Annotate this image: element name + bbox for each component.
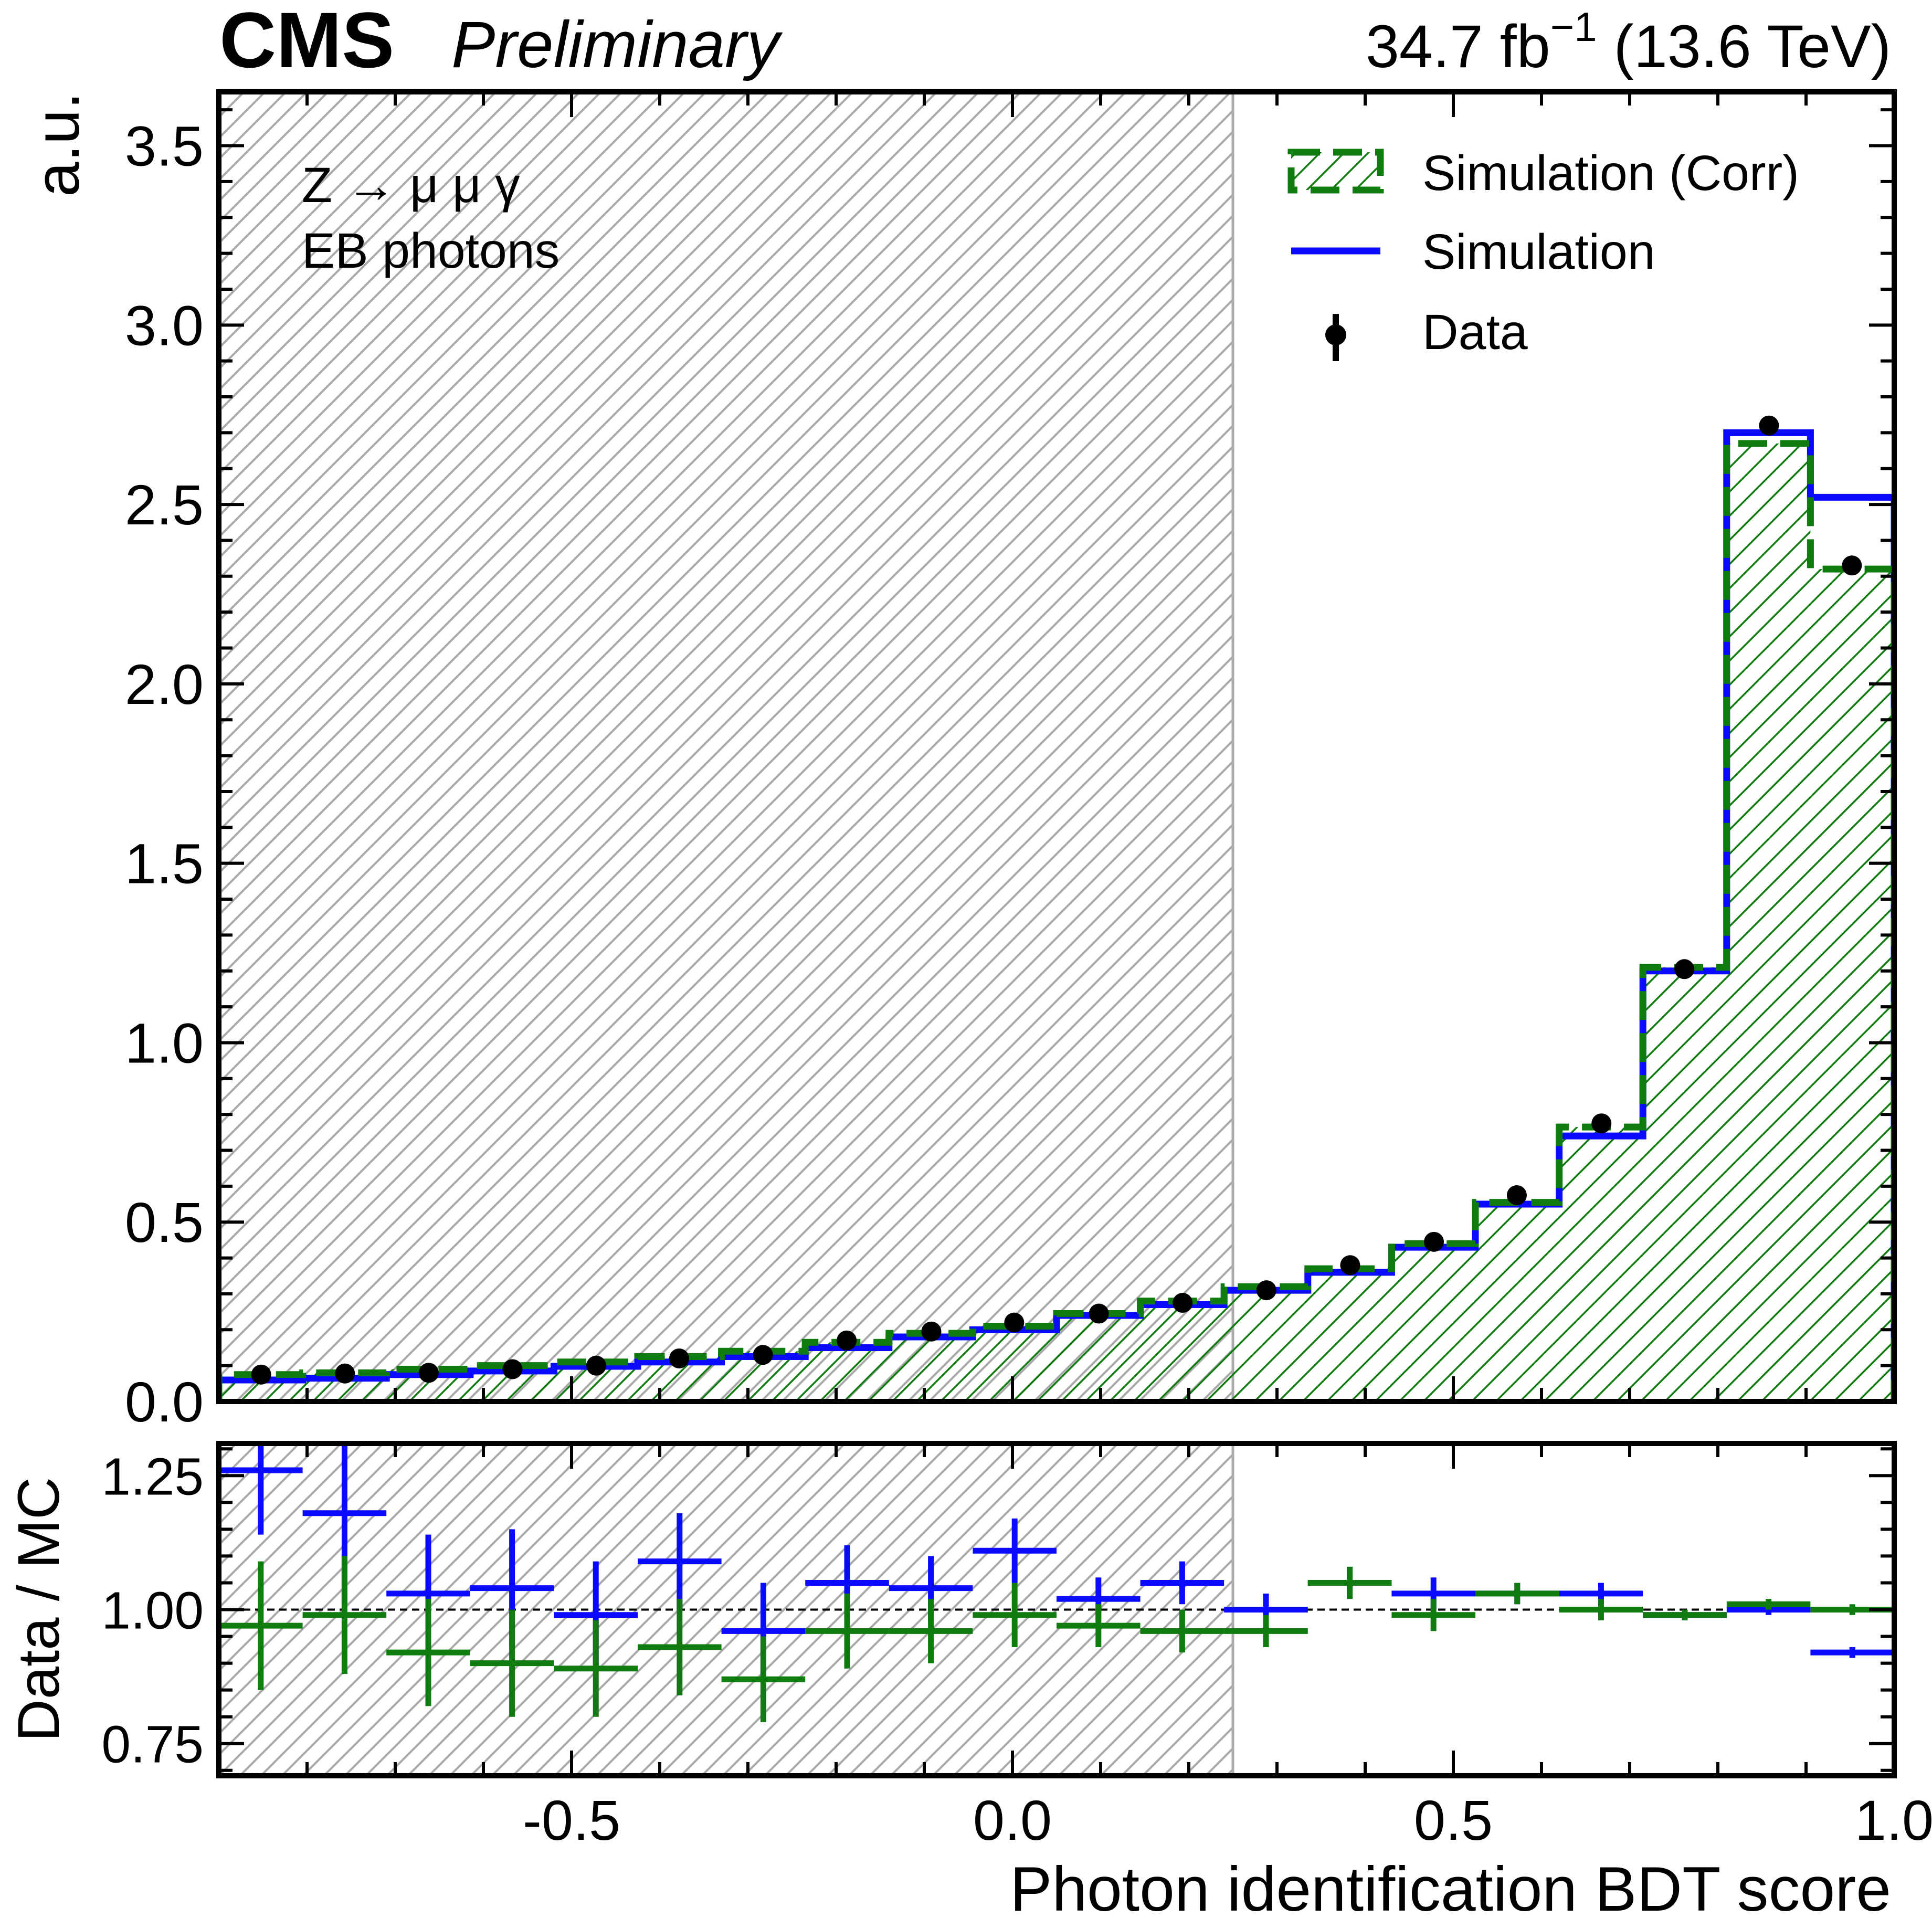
data-point — [921, 1321, 942, 1342]
ratio-xtick-label: -0.5 — [523, 1788, 620, 1852]
ratio-panel: 0.75 1.00 1.25 -0.5 0.0 0.5 1.0 Data / MC Pho… — [6, 1441, 1932, 1918]
simulation-step-line — [219, 429, 1894, 1401]
data-point — [586, 1355, 607, 1376]
data-point — [837, 1330, 857, 1351]
header: CMS Preliminary 34.7 fb−1 (13.6 TeV) — [219, 0, 1891, 84]
legend: Simulation (Corr) Simulation Data — [1287, 145, 1799, 361]
legend-swatch-simulation-corr — [1287, 149, 1384, 194]
experiment-label: CMS — [219, 0, 394, 84]
status-label: Preliminary — [451, 8, 783, 81]
legend-label-data: Data — [1422, 304, 1528, 360]
main-ytick-label: 2.0 — [125, 652, 204, 716]
data-point — [335, 1363, 355, 1384]
legend-entry-simulation: Simulation — [1291, 224, 1655, 280]
data-point — [1173, 1293, 1193, 1313]
data-point — [1674, 959, 1695, 979]
main-ytick-label: 3.5 — [125, 114, 204, 178]
ratio-ytick-label: 1.25 — [101, 1447, 204, 1506]
data-point — [1256, 1280, 1276, 1301]
data-point — [1089, 1303, 1109, 1324]
data-point — [1340, 1255, 1360, 1276]
legend-entry-data: Data — [1325, 304, 1528, 361]
main-ytick-label: 0.5 — [125, 1190, 204, 1254]
process-annotation: Z → μ μ γ — [302, 157, 520, 213]
main-ytick-label: 1.5 — [125, 832, 204, 895]
main-ytick-label: 3.0 — [125, 293, 204, 357]
data-point — [669, 1348, 689, 1368]
main-ylabel: a.u. — [22, 92, 92, 197]
main-ytick-label: 2.5 — [125, 473, 204, 536]
main-shaded-region — [219, 92, 1233, 1401]
main-frame — [216, 89, 1897, 1404]
data-point — [753, 1345, 773, 1365]
ratio-xtick-label: 0.5 — [1414, 1788, 1493, 1852]
data-point — [502, 1359, 523, 1379]
data-point — [1004, 1312, 1025, 1333]
ratio-ytick-label: 0.75 — [101, 1715, 204, 1774]
ratio-frame — [216, 1441, 1897, 1778]
data-point — [251, 1364, 271, 1385]
x-axis-label: Photon identification BDT score — [1010, 1854, 1891, 1918]
lumi-exponent: −1 — [1550, 4, 1597, 50]
legend-label-simulation-corr: Simulation (Corr) — [1422, 145, 1799, 201]
ratio-ylabel: Data / MC — [6, 1477, 71, 1742]
region-annotation: EB photons — [302, 223, 559, 279]
data-point — [1506, 1185, 1527, 1205]
legend-swatch-data-marker — [1325, 324, 1346, 345]
ratio-xtick-label: 1.0 — [1855, 1788, 1932, 1852]
legend-entry-simulation-corr: Simulation (Corr) — [1287, 145, 1799, 201]
main-ytick-label: 0.0 — [125, 1370, 204, 1434]
lumi-label: 34.7 fb−1 (13.6 TeV) — [1366, 4, 1891, 80]
data-point — [1591, 1113, 1612, 1134]
simulation-corr-step-line — [219, 440, 1894, 1401]
main-ytick-label: 1.0 — [125, 1011, 204, 1074]
legend-label-simulation: Simulation — [1422, 224, 1655, 280]
main-panel: 0.0 0.5 1.0 1.5 2.0 2.5 3.0 3.5 a.u. — [22, 89, 1897, 1434]
ratio-ytick-label: 1.00 — [101, 1582, 204, 1640]
ratio-xtick-label: 0.0 — [973, 1788, 1052, 1852]
data-point — [1424, 1231, 1444, 1252]
lumi-value: 34.7 fb — [1366, 13, 1550, 80]
data-point — [1759, 415, 1779, 436]
data-point — [418, 1363, 439, 1383]
annotations: Z → μ μ γ EB photons — [302, 157, 559, 279]
energy-label: (13.6 TeV) — [1597, 13, 1891, 80]
data-point — [1842, 555, 1862, 576]
